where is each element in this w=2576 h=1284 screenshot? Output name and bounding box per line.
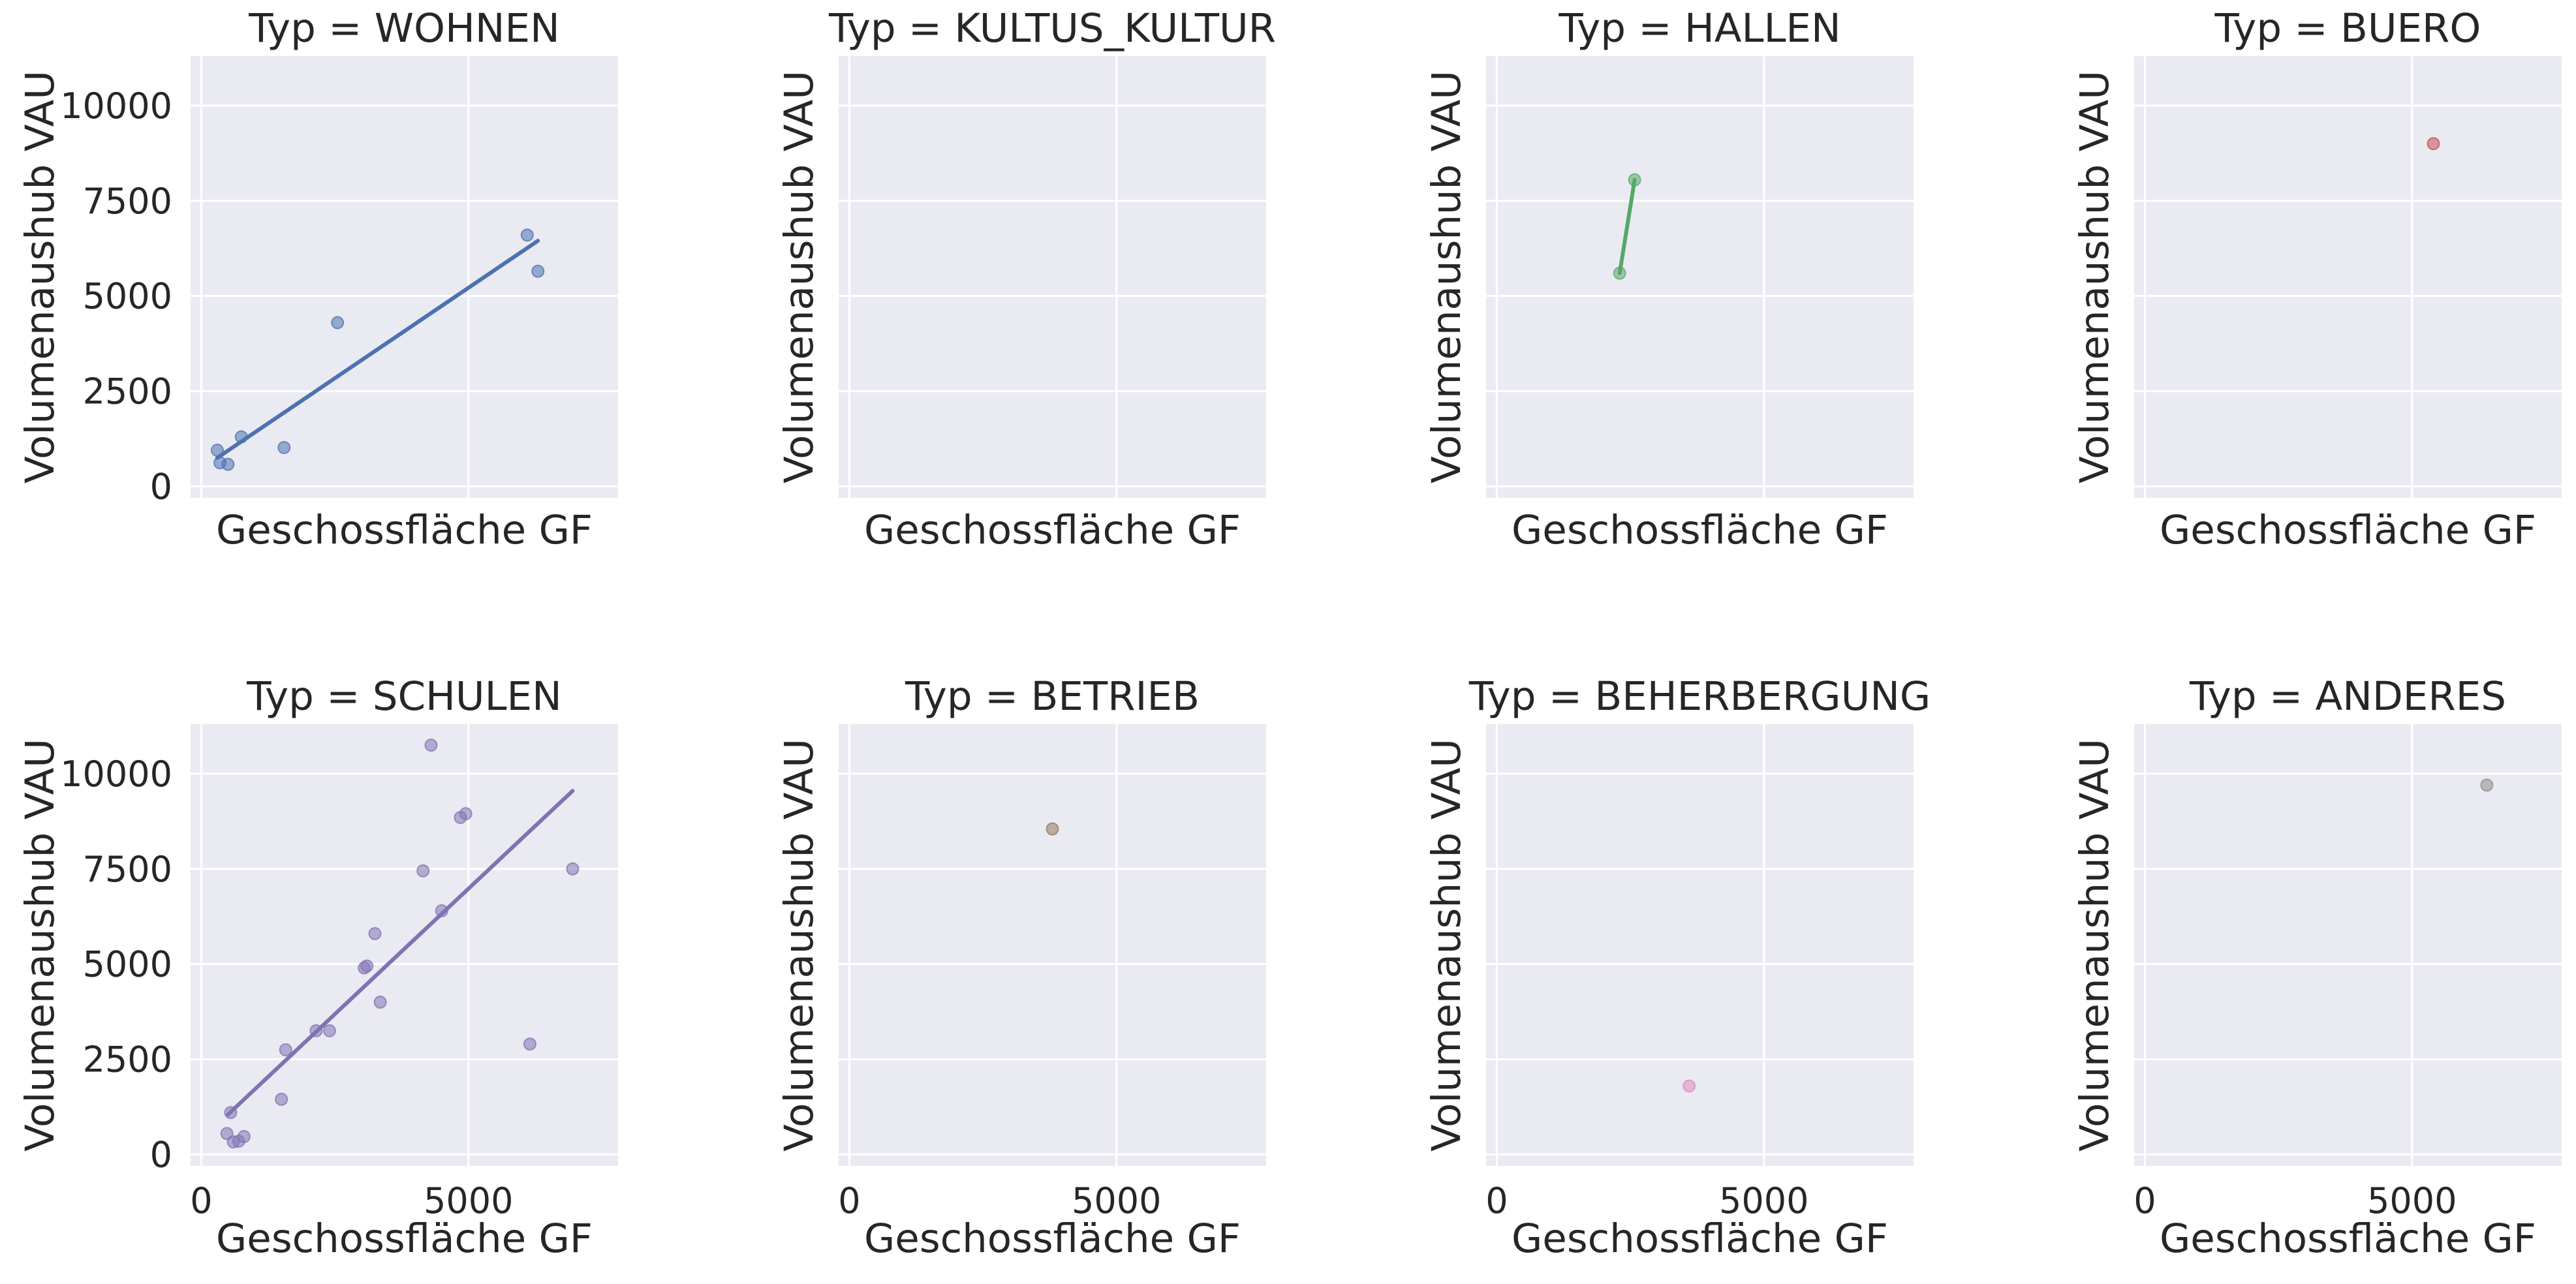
x-tick-label: 0 <box>1485 1180 1508 1221</box>
data-point <box>237 1130 251 1144</box>
data-point <box>360 959 374 973</box>
x-tick-label: 0 <box>2134 1180 2156 1221</box>
x-tick-label: 5000 <box>2367 1180 2457 1221</box>
y-tick-label: 5000 <box>83 944 172 985</box>
y-tick-label: 10000 <box>60 85 172 127</box>
data-point <box>566 862 580 876</box>
data-point <box>531 264 545 278</box>
regression-line <box>226 789 575 1117</box>
x-tick-label: 5000 <box>1719 1180 1808 1221</box>
y-axis-label: Volumenaushub VAU <box>17 739 63 1152</box>
data-point <box>459 807 473 821</box>
data-point <box>322 1024 336 1037</box>
y-tick-label: 10000 <box>60 754 172 795</box>
y-axis-label: Volumenaushub VAU <box>776 739 822 1152</box>
regression-line <box>1617 177 1637 275</box>
facet-7: Typ = ANDERES 0 5000 Volumenaushub VAU Gesch… <box>2072 673 2562 1262</box>
y-tick-label: 2500 <box>83 1039 172 1080</box>
facet-title: Typ = ANDERES <box>2189 673 2506 720</box>
facet-title: Typ = BETRIEB <box>905 673 1200 720</box>
data-point <box>368 926 382 940</box>
y-axis-label: Volumenaushub VAU <box>17 70 63 483</box>
y-axis-label: Volumenaushub VAU <box>1423 70 1470 483</box>
y-tick-label: 0 <box>150 466 172 507</box>
facet-title: Typ = SCHULEN <box>246 673 561 720</box>
data-point <box>234 430 248 444</box>
data-point <box>520 228 534 242</box>
plot-area <box>191 56 618 498</box>
x-axis-label: Geschossfläche GF <box>864 1215 1241 1262</box>
data-point <box>279 1043 292 1056</box>
x-axis-label: Geschossfläche GF <box>1512 1215 1888 1262</box>
x-tick-label: 5000 <box>424 1180 513 1221</box>
data-point <box>210 444 224 457</box>
data-point <box>277 440 291 454</box>
data-point <box>1683 1079 1696 1093</box>
x-axis-label: Geschossfläche GF <box>2160 1215 2536 1262</box>
facet-3: Typ = BUERO Volumenaushub VAU Geschossfläc… <box>2072 5 2562 553</box>
y-axis-label: Volumenaushub VAU <box>2072 739 2118 1152</box>
data-point <box>224 1106 238 1120</box>
data-point <box>416 864 430 878</box>
x-axis-label: Geschossfläche GF <box>216 507 593 553</box>
y-axis-label: Volumenaushub VAU <box>2072 70 2118 483</box>
x-tick-label: 0 <box>190 1180 212 1221</box>
data-point <box>373 996 387 1009</box>
facet-title: Typ = BEHERBERGUNG <box>1468 673 1931 720</box>
facet-title: Typ = BUERO <box>2214 5 2481 52</box>
y-tick-label: 7500 <box>83 849 172 890</box>
data-point <box>309 1024 323 1037</box>
facet-title: Typ = WOHNEN <box>248 5 559 52</box>
facet-title: Typ = KULTUS_KULTUR <box>828 5 1276 52</box>
facet-0: Typ = WOHNEN 0 2500 5000 7500 10000Volumenaus… <box>17 5 618 553</box>
x-tick-label: 5000 <box>1072 1180 1161 1221</box>
plot-area <box>2134 56 2562 498</box>
data-point <box>1628 173 1641 187</box>
y-axis-label: Volumenaushub VAU <box>1423 739 1470 1152</box>
x-axis-label: Geschossfläche GF <box>864 507 1241 553</box>
facet-6: Typ = BEHERBERGUNG 0 5000 Volumenaushub VAU… <box>1423 673 1931 1262</box>
plot-area <box>839 724 1266 1166</box>
y-axis-label: Volumenaushub VAU <box>776 70 822 483</box>
x-axis-label: Geschossfläche GF <box>216 1215 593 1262</box>
x-tick-label: 0 <box>838 1180 860 1221</box>
regression-line <box>215 239 540 460</box>
data-point <box>2480 778 2494 792</box>
y-tick-label: 0 <box>150 1134 172 1175</box>
plot-area <box>839 56 1266 498</box>
facet-title: Typ = HALLEN <box>1558 5 1840 52</box>
data-point <box>435 904 448 917</box>
data-point <box>424 739 438 752</box>
plot-area <box>1486 724 1914 1166</box>
plot-area <box>191 724 618 1166</box>
data-point <box>2427 137 2440 151</box>
y-tick-label: 5000 <box>83 276 172 317</box>
data-point <box>275 1092 288 1106</box>
facet-4: Typ = SCHULEN 0 2500 5000 7500 10000 0 5000 Volu… <box>17 673 618 1262</box>
facet-5: Typ = BETRIEB 0 5000 Volumenaushub VAU Gesch… <box>776 673 1266 1262</box>
plot-area <box>2134 724 2562 1166</box>
y-tick-label: 2500 <box>83 371 172 412</box>
y-tick-label: 7500 <box>83 181 172 222</box>
plot-area <box>1486 56 1914 498</box>
data-point <box>523 1037 536 1051</box>
x-axis-label: Geschossfläche GF <box>2160 507 2536 553</box>
data-point <box>221 457 235 471</box>
facet-2: Typ = HALLEN Volumenaushub VAU Geschossflä… <box>1423 5 1914 553</box>
data-point <box>1613 266 1626 280</box>
data-point <box>331 316 345 329</box>
x-axis-label: Geschossfläche GF <box>1512 507 1888 553</box>
data-point <box>1046 822 1059 836</box>
